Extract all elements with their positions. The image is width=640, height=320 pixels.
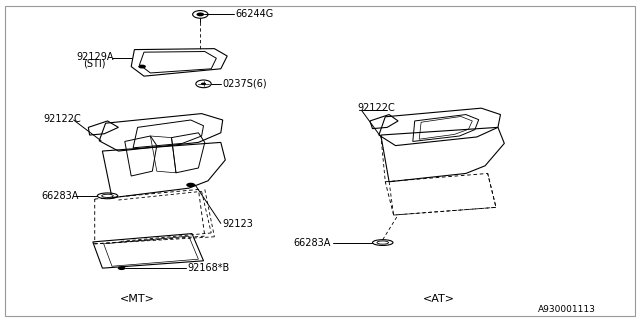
Text: 92123: 92123 (223, 219, 253, 229)
Text: 92122C: 92122C (357, 103, 395, 113)
Circle shape (138, 65, 146, 68)
Text: A930001113: A930001113 (538, 305, 595, 314)
Text: (STI): (STI) (83, 58, 106, 68)
Text: 92129A: 92129A (77, 52, 115, 62)
Text: 0237S(6): 0237S(6) (223, 79, 268, 89)
Text: 92168*B: 92168*B (188, 263, 230, 273)
Text: 66283A: 66283A (293, 237, 330, 248)
Circle shape (118, 266, 125, 270)
Circle shape (196, 12, 204, 16)
Text: 66283A: 66283A (42, 191, 79, 201)
Circle shape (186, 183, 195, 187)
Ellipse shape (377, 241, 388, 244)
Ellipse shape (102, 194, 113, 197)
Text: <AT>: <AT> (422, 294, 454, 304)
Text: <MT>: <MT> (120, 294, 155, 304)
Text: 66244G: 66244G (236, 9, 274, 20)
Circle shape (201, 83, 206, 85)
Text: 92122C: 92122C (44, 114, 81, 124)
